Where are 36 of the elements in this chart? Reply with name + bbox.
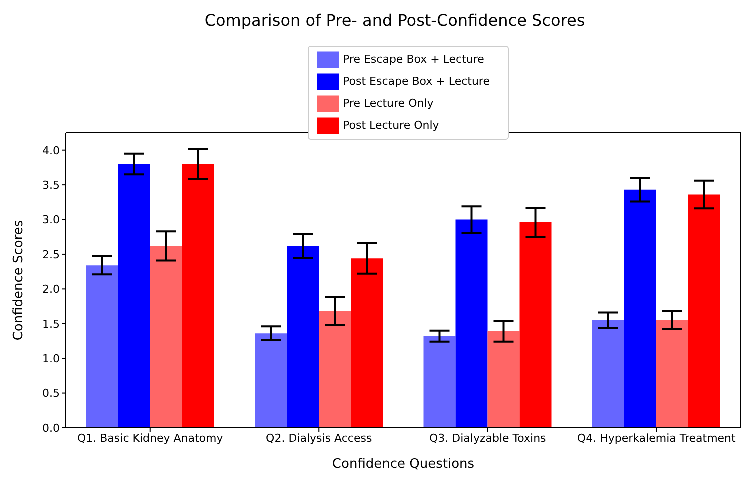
legend-label: Pre Lecture Only xyxy=(343,97,434,110)
y-axis-title: Confidence Scores xyxy=(12,220,27,341)
bar xyxy=(86,266,118,428)
x-tick-label: Q3. Dialyzable Toxins xyxy=(429,432,547,445)
y-tick-label: 0.0 xyxy=(42,422,60,435)
bar xyxy=(624,190,656,428)
bar xyxy=(488,332,520,428)
y-tick-label: 3.5 xyxy=(42,178,60,192)
legend-label: Post Lecture Only xyxy=(343,119,440,132)
y-tick-label: 4.0 xyxy=(42,144,60,158)
bar xyxy=(656,320,688,428)
y-tick-label: 2.5 xyxy=(42,248,60,262)
y-tick-label: 2.0 xyxy=(42,283,60,296)
bar xyxy=(351,258,383,428)
x-axis-title: Confidence Questions xyxy=(332,457,475,472)
bar xyxy=(255,334,287,428)
bar xyxy=(456,220,488,428)
x-tick-label: Q1. Basic Kidney Anatomy xyxy=(77,432,224,445)
y-tick-label: 1.5 xyxy=(42,318,60,331)
chart-title: Comparison of Pre- and Post-Confidence Scores xyxy=(204,10,586,32)
bar xyxy=(688,194,720,428)
bar xyxy=(287,246,319,428)
bar xyxy=(319,311,351,428)
x-tick-label: Q4. Hyperkalemia Treatment xyxy=(577,432,737,445)
bar xyxy=(592,320,624,428)
legend-label: Post Escape Box + Lecture xyxy=(343,75,490,88)
y-tick-label: 1.0 xyxy=(42,352,60,366)
bar xyxy=(118,164,150,428)
bar xyxy=(520,222,552,428)
x-tick-label: Q2. Dialysis Access xyxy=(266,432,372,445)
y-tick-label: 0.5 xyxy=(42,387,60,400)
bar xyxy=(150,246,182,428)
bar xyxy=(424,336,456,428)
y-tick-label: 3.0 xyxy=(42,214,60,227)
legend-label: Pre Escape Box + Lecture xyxy=(343,53,484,66)
bar xyxy=(182,164,214,428)
